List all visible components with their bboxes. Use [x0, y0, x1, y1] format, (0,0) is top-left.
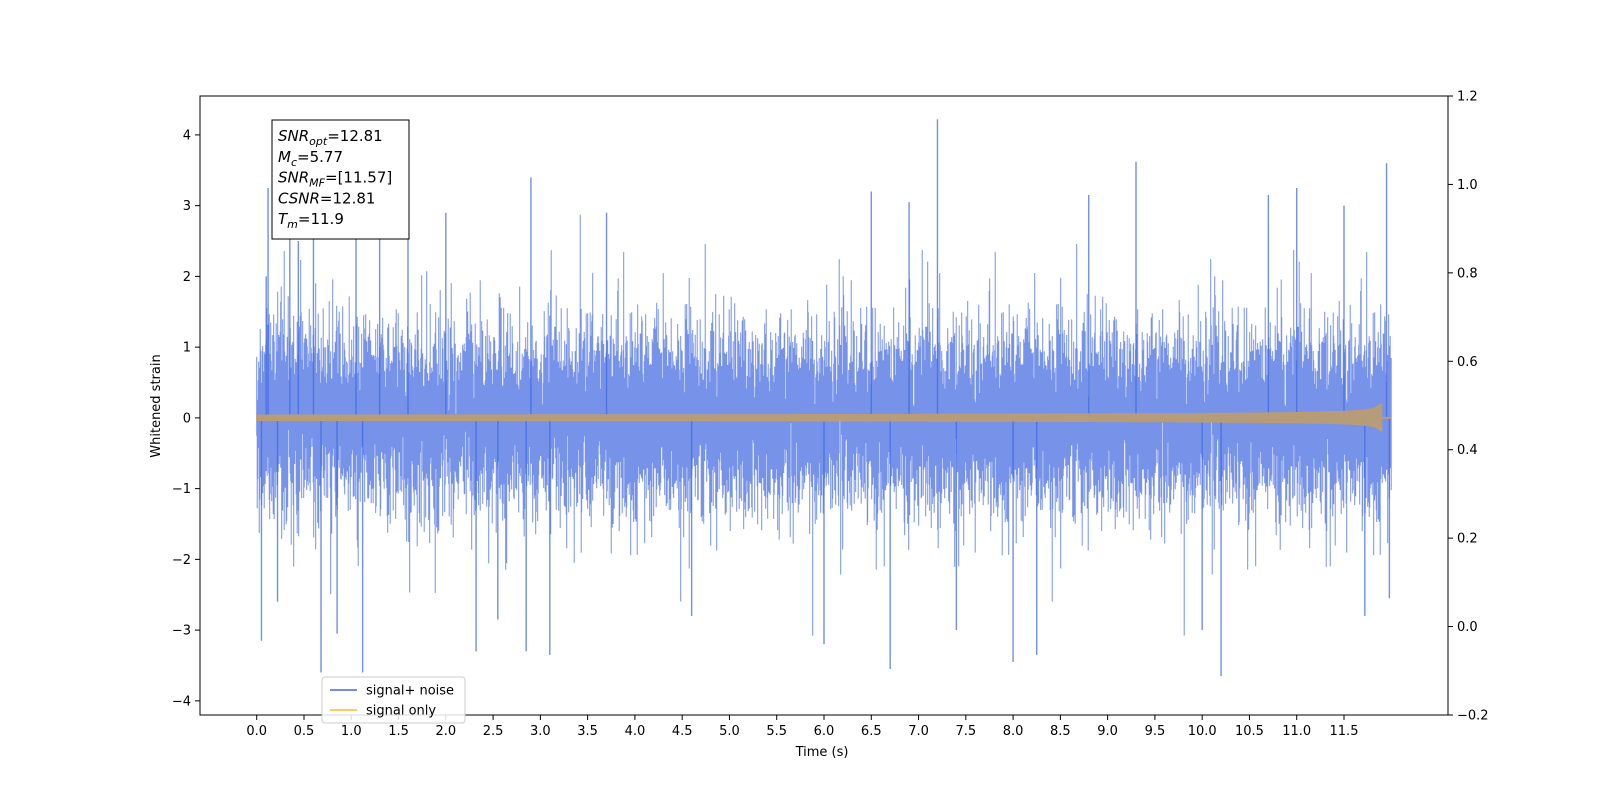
plot-area: [256, 119, 1392, 677]
y-right-tick-label: 0.0: [1457, 620, 1478, 635]
annotation-subscript: opt: [309, 135, 328, 148]
y-right-tick-label: 0.6: [1457, 355, 1478, 370]
x-tick-label: 1.5: [388, 724, 409, 739]
x-axis: 0.0 0.5 1.0 1.5 2.0 2.5 3.0 3.5 4.0 4.5 5.0 5.5 6.0 6…: [246, 715, 1358, 739]
x-tick-label: 5.0: [719, 724, 740, 739]
legend-label: signal+ noise: [366, 684, 454, 699]
x-tick-label: 8.5: [1050, 724, 1071, 739]
x-tick-label: 7.0: [908, 724, 929, 739]
y-tick-label: −3: [172, 624, 191, 639]
legend: signal+ noise signal only: [321, 676, 466, 724]
annotation-subscript: c: [291, 156, 297, 169]
x-tick-label: 11.0: [1282, 724, 1311, 739]
y-right-tick-label: 0.8: [1457, 266, 1478, 281]
legend-label: signal only: [366, 704, 436, 719]
y-tick-label: −1: [172, 482, 191, 497]
annotation-value: =5.77: [297, 148, 343, 166]
annotation-symbol: CSNR: [278, 189, 320, 207]
y-axis-right: 1.2 1.0 0.8 0.6 0.4 0.2 0.0 −0.2: [1448, 90, 1489, 724]
annotation-subscript: MF: [309, 177, 325, 190]
signal-envelope: [256, 403, 1383, 432]
y-tick-label: 2: [183, 270, 191, 285]
x-tick-label: 7.5: [955, 724, 976, 739]
x-tick-label: 6.0: [814, 724, 835, 739]
annotation-frame: [271, 119, 410, 240]
annotation-symbol: M: [278, 148, 291, 166]
annotation-value: =12.81: [320, 189, 376, 207]
annotation-symbol: SNR: [278, 127, 309, 145]
x-tick-label: 2.0: [435, 724, 456, 739]
annotation-subscript: m: [287, 218, 298, 231]
x-tick-label: 9.5: [1145, 724, 1166, 739]
annotation-line: SNRopt=12.81: [278, 127, 383, 148]
annotation-symbol: T: [278, 210, 289, 228]
y-tick-label: 3: [183, 199, 191, 214]
x-tick-label: 10.5: [1235, 724, 1264, 739]
x-tick-label: 8.0: [1003, 724, 1024, 739]
annotation-value: =12.81: [327, 127, 383, 145]
y-right-tick-label: 0.4: [1457, 443, 1478, 458]
y-right-tick-label: −0.2: [1457, 709, 1489, 724]
y-right-tick-label: 0.2: [1457, 532, 1478, 547]
y-tick-label: 1: [183, 341, 191, 356]
x-tick-label: 6.5: [861, 724, 882, 739]
x-tick-label: 10.0: [1188, 724, 1217, 739]
y-axis-left: 4 3 2 1 0 −1 −2 −3 −4: [172, 128, 200, 709]
annotation-symbol: SNR: [278, 169, 309, 187]
annotation-value: =11.9: [298, 210, 344, 228]
y-tick-label: −4: [172, 694, 191, 709]
y-right-tick-label: 1.0: [1457, 178, 1478, 193]
x-axis-label: Time (s): [795, 745, 849, 760]
annotation-line: SNRMF=[11.57]: [278, 169, 392, 190]
parameter-annotation-box: SNRopt=12.81Mc=5.77SNRMF=[11.57]CSNR=12.…: [271, 119, 410, 240]
y-tick-label: 4: [183, 128, 191, 143]
x-tick-label: 0.0: [246, 724, 267, 739]
signal-only-series: [256, 403, 1392, 432]
y-tick-label: −2: [172, 553, 191, 568]
annotation-line: Mc=5.77: [278, 148, 343, 169]
annotation-line: CSNR=12.81: [278, 189, 375, 207]
x-tick-label: 1.0: [341, 724, 362, 739]
x-tick-label: 5.5: [766, 724, 787, 739]
x-tick-label: 0.5: [294, 724, 315, 739]
annotation-line: Tm=11.9: [278, 210, 344, 231]
legend-frame: [321, 676, 466, 724]
x-tick-label: 11.5: [1330, 724, 1359, 739]
y-axis-label: Whitened strain: [149, 354, 164, 457]
x-tick-label: 3.5: [577, 724, 598, 739]
x-tick-label: 4.5: [672, 724, 693, 739]
signal-plus-noise-series: [256, 119, 1392, 677]
annotation-value: =[11.57]: [325, 169, 392, 187]
x-tick-label: 9.0: [1097, 724, 1118, 739]
y-right-tick-label: 1.2: [1457, 90, 1478, 105]
y-tick-label: 0: [183, 411, 191, 426]
x-tick-label: 4.0: [625, 724, 646, 739]
x-tick-label: 2.5: [483, 724, 504, 739]
x-tick-label: 3.0: [530, 724, 551, 739]
